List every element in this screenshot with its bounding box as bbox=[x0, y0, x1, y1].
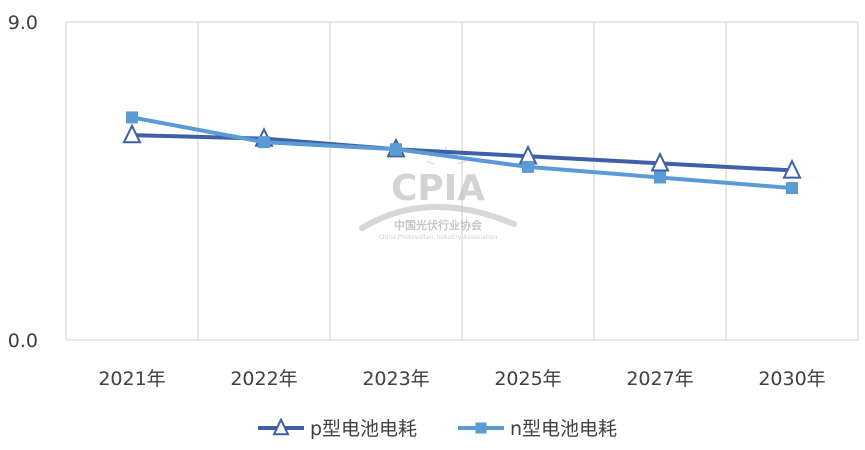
x-tick-label: 2030年 bbox=[758, 368, 825, 390]
x-tick-label: 2023年 bbox=[362, 368, 429, 390]
data-point-triangle bbox=[122, 123, 142, 144]
x-tick-label: 2025年 bbox=[494, 368, 561, 390]
axes bbox=[66, 21, 858, 341]
x-tick-label: 2021年 bbox=[98, 368, 165, 390]
legend-entry-1: p型电池电耗 bbox=[258, 417, 417, 440]
legend-marker-triangle bbox=[272, 417, 290, 436]
series-line-2 bbox=[131, 115, 793, 191]
watermark-name-cn: 中国光伏行业协会 bbox=[394, 218, 483, 232]
x-axis-ticks: 2021年 2022年 2023年 2025年 2027年 2030年 bbox=[98, 368, 825, 390]
legend-label: n型电池电耗 bbox=[510, 418, 617, 440]
data-point-triangle bbox=[650, 151, 670, 172]
watermark-arc-icon bbox=[359, 203, 517, 231]
x-tick-label: 2022年 bbox=[230, 368, 297, 390]
legend-label: p型电池电耗 bbox=[310, 418, 417, 440]
watermark-logo: CPIA 中国光伏行业协会 China Photovoltaic Industr… bbox=[359, 146, 517, 241]
legend-entry-2: n型电池电耗 bbox=[458, 418, 617, 440]
data-point-square bbox=[390, 143, 402, 156]
y-axis-ticks: 9.0 0.0 bbox=[8, 12, 38, 352]
y-tick-label: 9.0 bbox=[8, 12, 38, 34]
data-point-square bbox=[522, 160, 534, 173]
watermark-name-en: China Photovoltaic Industry Association bbox=[379, 234, 498, 241]
y-tick-label: 0.0 bbox=[8, 330, 38, 352]
watermark-brand: CPIA bbox=[391, 168, 485, 209]
legend-marker-square bbox=[475, 422, 487, 434]
data-point-square bbox=[786, 182, 798, 195]
data-point-square bbox=[258, 136, 270, 149]
x-tick-label: 2027年 bbox=[626, 368, 693, 390]
data-point-triangle bbox=[782, 158, 802, 179]
legend: p型电池电耗 n型电池电耗 bbox=[258, 417, 617, 440]
data-point-square bbox=[654, 171, 666, 184]
series bbox=[122, 111, 802, 195]
series-2 bbox=[126, 111, 798, 195]
data-point-square bbox=[126, 111, 138, 124]
